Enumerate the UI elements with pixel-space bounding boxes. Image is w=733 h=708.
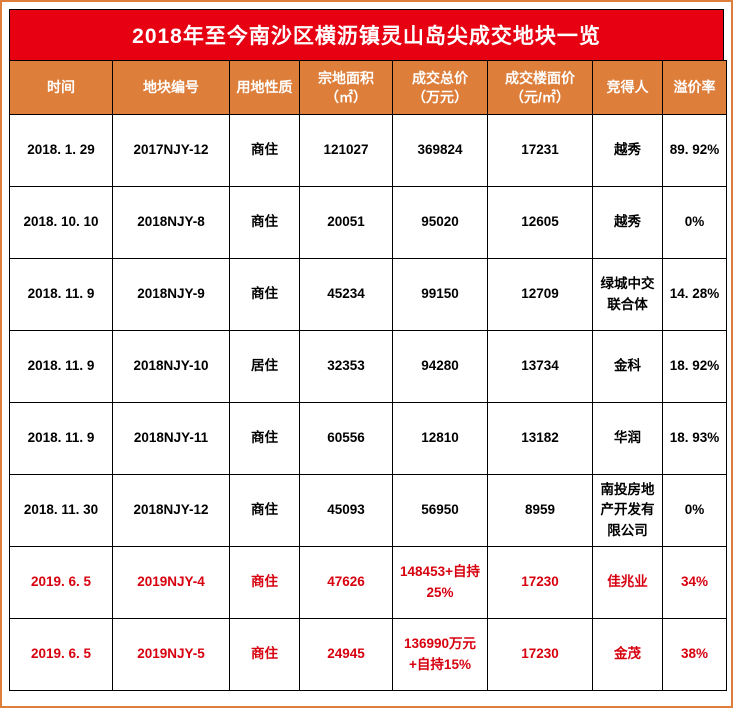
table-cell: 17230 bbox=[487, 618, 593, 691]
table-cell: 商住 bbox=[229, 258, 300, 331]
table-cell: 2018. 11. 9 bbox=[9, 402, 113, 475]
table-cell: 32353 bbox=[299, 330, 393, 403]
table-cell: 0% bbox=[662, 474, 727, 547]
table-cell: 绿城中交联合体 bbox=[592, 258, 663, 331]
table-cell: 商住 bbox=[229, 186, 300, 259]
table-cell: 38% bbox=[662, 618, 727, 691]
table-cell: 2018NJY-8 bbox=[112, 186, 230, 259]
table-cell: 121027 bbox=[299, 114, 393, 187]
table-cell: 60556 bbox=[299, 402, 393, 475]
table-cell: 金茂 bbox=[592, 618, 663, 691]
table-cell: 136990万元+自持15% bbox=[392, 618, 488, 691]
table-cell: 47626 bbox=[299, 546, 393, 619]
table-row: 2019. 6. 5 2019NJY-5 商住 24945 136990万元+自持15%… bbox=[9, 618, 727, 691]
table-cell: 2019NJY-5 bbox=[112, 618, 230, 691]
table-cell: 商住 bbox=[229, 618, 300, 691]
table-cell: 2018. 11. 9 bbox=[9, 258, 113, 331]
header-area: 宗地面积 （㎡） bbox=[299, 60, 393, 115]
table-cell: 佳兆业 bbox=[592, 546, 663, 619]
table-cell: 95020 bbox=[392, 186, 488, 259]
table-row: 2018. 11. 9 2018NJY-11 商住 60556 12810 13182 华润… bbox=[9, 402, 727, 475]
table-cell: 34% bbox=[662, 546, 727, 619]
land-deal-table: 时间 地块编号 用地性质 宗地面积 （㎡） 成交总价 （万元） 成交楼面价 （元… bbox=[9, 60, 727, 691]
table-cell: 94280 bbox=[392, 330, 488, 403]
header-floor-price: 成交楼面价 （元/㎡） bbox=[487, 60, 593, 115]
table-cell: 2017NJY-12 bbox=[112, 114, 230, 187]
header-winner: 竞得人 bbox=[592, 60, 663, 115]
table-cell: 金科 bbox=[592, 330, 663, 403]
table-title: 2018年至今南沙区横沥镇灵山岛尖成交地块一览 bbox=[9, 9, 724, 60]
table-cell: 南投房地产开发有限公司 bbox=[592, 474, 663, 547]
table-cell: 17230 bbox=[487, 546, 593, 619]
table-row: 2018. 1. 29 2017NJY-12 商住 121027 369824 17231… bbox=[9, 114, 727, 187]
table-cell: 商住 bbox=[229, 114, 300, 187]
table-cell: 14. 28% bbox=[662, 258, 727, 331]
table-cell: 8959 bbox=[487, 474, 593, 547]
table-cell: 18. 93% bbox=[662, 402, 727, 475]
table-cell: 89. 92% bbox=[662, 114, 727, 187]
table-cell: 居住 bbox=[229, 330, 300, 403]
table-cell: 2018. 10. 10 bbox=[9, 186, 113, 259]
table-cell: 2018NJY-11 bbox=[112, 402, 230, 475]
table-cell: 2018. 1. 29 bbox=[9, 114, 113, 187]
table-cell: 12709 bbox=[487, 258, 593, 331]
table-cell: 18. 92% bbox=[662, 330, 727, 403]
table-cell: 17231 bbox=[487, 114, 593, 187]
table-cell: 13182 bbox=[487, 402, 593, 475]
table-cell: 商住 bbox=[229, 402, 300, 475]
table-body: 2018. 1. 29 2017NJY-12 商住 121027 369824 17231… bbox=[9, 114, 727, 691]
table-cell: 148453+自持25% bbox=[392, 546, 488, 619]
table-cell: 2018NJY-12 bbox=[112, 474, 230, 547]
table-cell: 越秀 bbox=[592, 186, 663, 259]
table-cell: 12810 bbox=[392, 402, 488, 475]
table-cell: 24945 bbox=[299, 618, 393, 691]
table-cell: 2018NJY-9 bbox=[112, 258, 230, 331]
header-premium: 溢价率 bbox=[662, 60, 727, 115]
table-row: 2018. 11. 30 2018NJY-12 商住 45093 56950 8959 南投… bbox=[9, 474, 727, 547]
table-cell: 12605 bbox=[487, 186, 593, 259]
table-cell: 2018NJY-10 bbox=[112, 330, 230, 403]
table-cell: 2018. 11. 9 bbox=[9, 330, 113, 403]
header-row: 时间 地块编号 用地性质 宗地面积 （㎡） 成交总价 （万元） 成交楼面价 （元… bbox=[9, 60, 727, 115]
table-cell: 华润 bbox=[592, 402, 663, 475]
table-cell: 56950 bbox=[392, 474, 488, 547]
table-cell: 99150 bbox=[392, 258, 488, 331]
table-header: 时间 地块编号 用地性质 宗地面积 （㎡） 成交总价 （万元） 成交楼面价 （元… bbox=[9, 60, 727, 115]
table-cell: 商住 bbox=[229, 546, 300, 619]
table-cell: 45234 bbox=[299, 258, 393, 331]
table-cell: 45093 bbox=[299, 474, 393, 547]
header-total-price: 成交总价 （万元） bbox=[392, 60, 488, 115]
table-cell: 0% bbox=[662, 186, 727, 259]
header-plot-id: 地块编号 bbox=[112, 60, 230, 115]
header-time: 时间 bbox=[9, 60, 113, 115]
table-cell: 2019. 6. 5 bbox=[9, 618, 113, 691]
header-land-use: 用地性质 bbox=[229, 60, 300, 115]
table-cell: 20051 bbox=[299, 186, 393, 259]
table-cell: 2018. 11. 30 bbox=[9, 474, 113, 547]
table-cell: 2019NJY-4 bbox=[112, 546, 230, 619]
table-cell: 商住 bbox=[229, 474, 300, 547]
table-cell: 2019. 6. 5 bbox=[9, 546, 113, 619]
table-row: 2019. 6. 5 2019NJY-4 商住 47626 148453+自持25% 17… bbox=[9, 546, 727, 619]
table-row: 2018. 11. 9 2018NJY-9 商住 45234 99150 12709 绿城中… bbox=[9, 258, 727, 331]
table-cell: 越秀 bbox=[592, 114, 663, 187]
table-row: 2018. 11. 9 2018NJY-10 居住 32353 94280 13734 金科… bbox=[9, 330, 727, 403]
table-cell: 13734 bbox=[487, 330, 593, 403]
table-row: 2018. 10. 10 2018NJY-8 商住 20051 95020 12605 越秀… bbox=[9, 186, 727, 259]
table-cell: 369824 bbox=[392, 114, 488, 187]
